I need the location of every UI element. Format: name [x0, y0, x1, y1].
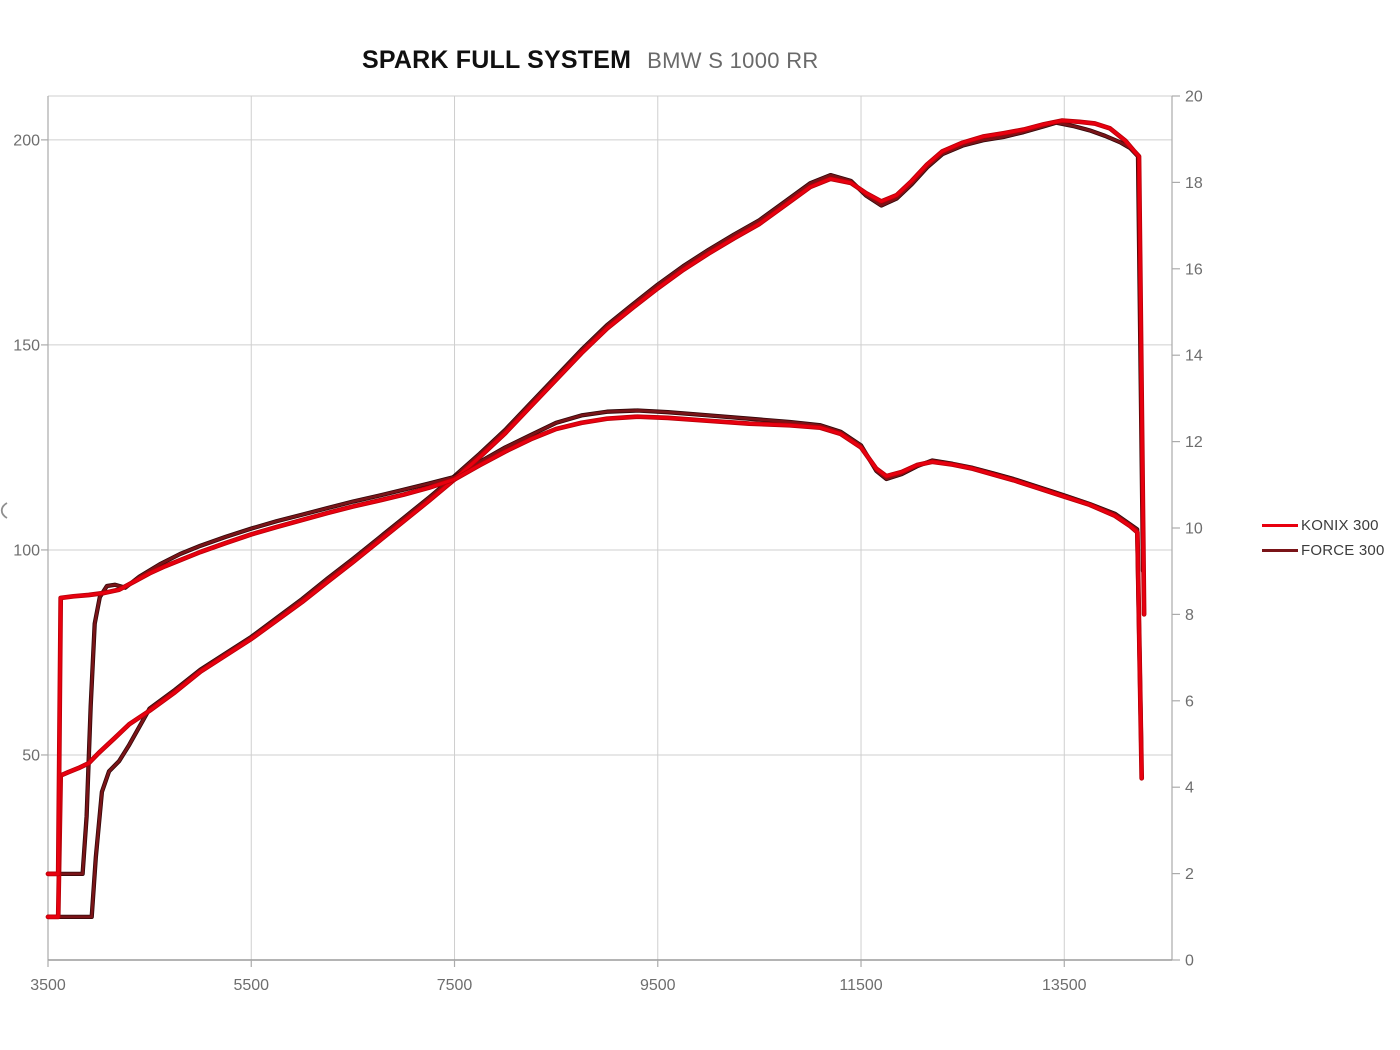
- left-axis-tick-label: 100: [13, 542, 40, 559]
- chart-title-row: SPARK FULL SYSTEM BMW S 1000 RR: [362, 46, 819, 75]
- right-axis-tick-label: 8: [1185, 607, 1194, 624]
- right-axis-tick-label: 2: [1185, 866, 1194, 883]
- legend-label-force: FORCE 300: [1301, 542, 1385, 559]
- page-subtitle: BMW S 1000 RR: [647, 48, 819, 73]
- series-force-300-torque: [46, 409, 1143, 876]
- page-title: SPARK FULL SYSTEM: [362, 46, 632, 74]
- left-axis-tick-label: 200: [13, 132, 40, 149]
- x-axis-tick-label: 5500: [233, 977, 269, 994]
- x-axis-tick-label: 3500: [30, 977, 66, 994]
- right-axis-tick-label: 10: [1185, 521, 1203, 538]
- x-axis-tick-label: 7500: [437, 977, 473, 994]
- force-line-swatch: [1262, 549, 1298, 552]
- series-konix-300-power: [46, 119, 1146, 919]
- x-axis-tick-label: 9500: [640, 977, 676, 994]
- legend-item-force: FORCE 300: [1262, 538, 1385, 563]
- series-konix-300-power-edge: [45, 118, 1147, 920]
- konix-line-swatch: [1262, 524, 1298, 527]
- legend-item-konix: KONIX 300: [1262, 513, 1385, 538]
- series-konix-300-torque: [46, 415, 1144, 876]
- series-force-300-power: [46, 121, 1145, 919]
- x-axis-tick-label: 11500: [839, 977, 882, 994]
- clipped-axis-title-fragment: [0, 502, 8, 519]
- right-axis-tick-label: 16: [1185, 261, 1203, 278]
- right-axis-tick-label: 20: [1185, 89, 1203, 106]
- x-axis-tick-label: 13500: [1042, 977, 1087, 994]
- legend-label-konix: KONIX 300: [1301, 517, 1379, 534]
- right-axis-tick-label: 18: [1185, 175, 1203, 192]
- series-konix-300-torque-edge: [45, 414, 1145, 877]
- right-axis-tick-label: 12: [1185, 434, 1203, 451]
- left-axis-tick-label: 150: [13, 337, 40, 354]
- right-axis-tick-label: 0: [1185, 953, 1194, 970]
- right-axis-tick-label: 14: [1185, 348, 1203, 365]
- right-axis-tick-label: 4: [1185, 780, 1194, 797]
- series-force-300-torque-edge: [45, 408, 1144, 877]
- right-axis-tick-label: 6: [1185, 693, 1194, 710]
- series-force-300-power-edge: [45, 120, 1146, 920]
- chart-legend: KONIX 300 FORCE 300: [1262, 513, 1385, 563]
- left-axis-tick-label: 50: [22, 747, 40, 764]
